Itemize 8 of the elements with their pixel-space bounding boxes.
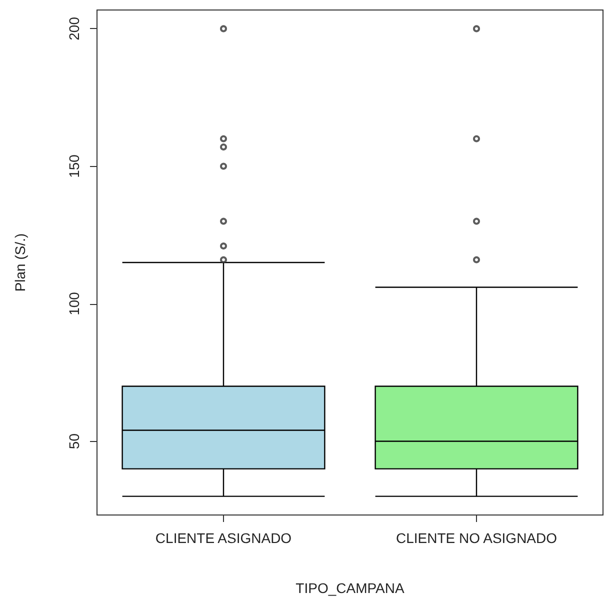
y-tick-label: 150 xyxy=(66,154,82,178)
y-tick-label: 100 xyxy=(66,292,82,316)
y-tick-label: 50 xyxy=(66,433,82,450)
x-tick-label: CLIENTE NO ASIGNADO xyxy=(396,530,558,546)
x-axis-title: TIPO_CAMPANA xyxy=(296,580,405,596)
y-axis-title: Plan (S/.) xyxy=(12,233,28,292)
y-tick-label: 200 xyxy=(66,16,82,40)
x-tick-label: CLIENTE ASIGNADO xyxy=(155,530,292,546)
